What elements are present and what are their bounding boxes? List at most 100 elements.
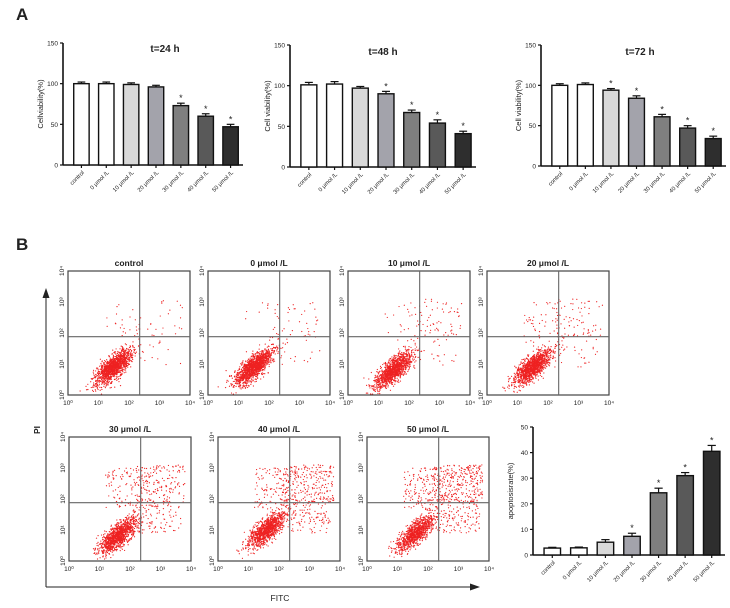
cell-point: [259, 364, 261, 366]
cell-point: [237, 369, 239, 372]
cell-point: [539, 374, 541, 376]
cell-point: [249, 366, 251, 368]
cell-point: [407, 370, 409, 373]
cell-point: [408, 358, 410, 360]
cell-point: [389, 358, 391, 360]
cell-point: [508, 387, 510, 390]
cell-point: [127, 364, 130, 366]
cell-point: [92, 371, 94, 373]
cell-point: [95, 379, 97, 381]
cell-point: [249, 372, 251, 374]
cell-point: [112, 371, 114, 373]
bar: [596, 541, 615, 556]
cell-point: [273, 350, 275, 352]
cell-point: [398, 381, 400, 384]
cell-point: [242, 375, 244, 377]
cell-point: [103, 363, 105, 366]
cell-point: [110, 386, 112, 389]
cell-point: [121, 350, 123, 352]
cell-point: [403, 304, 405, 306]
cell-point: [100, 370, 102, 373]
cell-point: [241, 364, 243, 366]
cell-point: [406, 349, 408, 351]
x-tick-label: 10¹: [94, 400, 104, 407]
cell-point: [265, 364, 267, 366]
cell-point: [97, 388, 99, 391]
cell-point: [382, 383, 384, 385]
x-tick-label: 40 μmol /L: [666, 560, 690, 584]
cell-point: [276, 346, 278, 348]
cell-point: [399, 356, 401, 358]
cell-point: [119, 370, 121, 372]
cell-point: [246, 372, 249, 375]
cell-point: [388, 378, 390, 380]
cell-point: [95, 390, 97, 392]
cell-point: [252, 368, 254, 370]
cell-point: [397, 374, 399, 376]
cell-point: [109, 382, 112, 385]
cell-point: [396, 355, 398, 357]
cell-point: [389, 382, 391, 384]
cell-point: [437, 330, 439, 332]
cell-point: [379, 365, 382, 367]
cell-point: [404, 373, 406, 375]
cell-point: [245, 361, 247, 363]
cell-point: [108, 375, 110, 377]
cell-point: [125, 363, 127, 365]
cell-point: [307, 333, 309, 335]
cell-point: [245, 377, 247, 380]
cell-point: [408, 353, 410, 355]
cell-point: [252, 362, 255, 364]
cell-point: [99, 389, 101, 391]
cell-point: [398, 354, 400, 356]
cell-point: [245, 374, 247, 376]
cell-point: [262, 354, 264, 356]
cell-point: [264, 373, 266, 375]
cell-point: [260, 378, 262, 380]
cell-point: [144, 359, 146, 362]
cell-point: [386, 363, 388, 365]
cell-point: [414, 342, 416, 344]
cell-point: [394, 368, 396, 371]
cell-point: [266, 353, 268, 355]
cell-point: [533, 382, 535, 384]
cell-point: [289, 333, 292, 336]
cell-point: [230, 383, 232, 385]
cell-point: [255, 378, 257, 380]
cell-point: [162, 300, 164, 302]
cell-point: [378, 382, 380, 384]
cell-point: [105, 379, 107, 381]
cell-point: [235, 385, 237, 387]
cell-point: [98, 368, 100, 370]
cell-point: [243, 373, 245, 375]
cell-point: [376, 385, 378, 387]
cell-point: [109, 361, 111, 363]
cell-point: [93, 386, 95, 388]
cell-point: [281, 330, 283, 332]
cell-point: [265, 358, 267, 360]
cell-point: [373, 386, 375, 388]
x-tick-label: 10¹: [234, 400, 244, 407]
bar: [653, 116, 671, 167]
cell-point: [239, 387, 241, 389]
cell-point: [94, 385, 96, 387]
cell-point: [120, 360, 122, 362]
cell-point: [387, 384, 389, 386]
cell-point: [385, 387, 388, 390]
cell-point: [267, 304, 269, 307]
cell-point: [129, 316, 131, 318]
cell-point: [120, 363, 122, 365]
cell-point: [249, 360, 251, 363]
cell-point: [423, 349, 425, 352]
significance-marker: *: [384, 81, 388, 91]
cell-point: [120, 356, 122, 358]
cell-point: [113, 376, 115, 378]
x-tick-label: 10⁴: [325, 400, 335, 407]
cell-point: [99, 386, 101, 388]
cell-point: [119, 367, 121, 370]
cell-point: [108, 378, 110, 380]
cell-point: [93, 382, 95, 384]
cell-point: [131, 356, 133, 358]
cell-point: [369, 387, 371, 389]
